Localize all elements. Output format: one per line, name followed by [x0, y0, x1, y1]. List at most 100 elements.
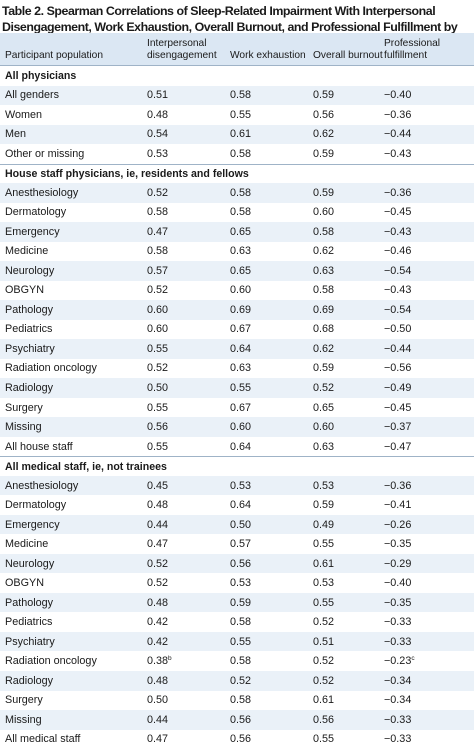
work-exhaustion-value-cell: 0.60	[230, 284, 251, 296]
section-row: House staff physicians, ie, residents an…	[0, 163, 474, 184]
professional-fulfillment-value-cell: −0.45	[384, 206, 411, 218]
table-row: Psychiatry 0.55 0.64 0.62 −0.44	[0, 339, 474, 359]
row-label: Missing	[5, 713, 42, 726]
table-row: All medical staff 0.47 0.56 0.55 −0.33	[0, 730, 474, 749]
overall-burnout-value-cell: 0.61	[313, 694, 334, 706]
column-header-participant-population: Participant population	[5, 50, 103, 61]
work-exhaustion-value: 0.52	[230, 674, 252, 687]
work-exhaustion-value: 0.53	[230, 577, 252, 590]
interpersonal-disengagement-value: 0.47	[147, 733, 169, 746]
interpersonal-disengagement-value: 0.58	[147, 245, 169, 258]
professional-fulfillment-value: −0.33	[384, 635, 412, 648]
professional-fulfillment-value: −0.41	[384, 499, 412, 512]
professional-fulfillment-value-cell: −0.26	[384, 519, 411, 531]
interpersonal-disengagement-value-cell: 0.52	[147, 558, 168, 570]
work-exhaustion-value-cell: 0.58	[230, 616, 251, 628]
professional-fulfillment-value-cell: −0.34	[384, 694, 411, 706]
work-exhaustion-value-cell: 0.50	[230, 519, 251, 531]
work-exhaustion-value-cell: 0.58	[230, 655, 251, 667]
overall-burnout-value-cell: 0.53	[313, 577, 334, 589]
column-header-interpersonal-disengagement: Interpersonal disengagement	[147, 38, 217, 61]
interpersonal-disengagement-value-cell: 0.47	[147, 538, 168, 550]
row-label: Other or missing	[5, 147, 85, 160]
professional-fulfillment-value-cell: −0.50	[384, 323, 411, 335]
interpersonal-disengagement-value-cell: 0.44	[147, 714, 168, 726]
section-label: All physicians	[5, 69, 77, 82]
table-row: Anesthesiology 0.45 0.53 0.53 −0.36	[0, 475, 474, 496]
overall-burnout-value: 0.52	[313, 382, 335, 394]
overall-burnout-value-cell: 0.62	[313, 343, 334, 355]
professional-fulfillment-value: −0.36	[384, 186, 412, 199]
row-label: Surgery	[5, 401, 43, 414]
overall-burnout-value: 0.59	[313, 499, 335, 512]
work-exhaustion-value: 0.58	[230, 89, 252, 102]
work-exhaustion-value: 0.55	[230, 108, 252, 121]
table-row: Medicine 0.58 0.63 0.62 −0.46	[0, 242, 474, 262]
table-row: All genders 0.51 0.58 0.59 −0.40	[0, 85, 474, 106]
column-header-overall-burnout: Overall burnout	[313, 50, 383, 61]
professional-fulfillment-value-cell: −0.45	[384, 402, 411, 414]
interpersonal-disengagement-value: 0.52	[147, 557, 169, 570]
work-exhaustion-value-cell: 0.64	[230, 343, 251, 355]
overall-burnout-value: 0.62	[313, 342, 335, 355]
interpersonal-disengagement-value: 0.47	[147, 538, 169, 551]
interpersonal-disengagement-value-cell: 0.58	[147, 206, 168, 218]
table-row: Surgery 0.50 0.58 0.61 −0.34	[0, 691, 474, 711]
row-label: Radiation oncology	[5, 362, 97, 375]
interpersonal-disengagement-value-cell: 0.52	[147, 362, 168, 374]
overall-burnout-value: 0.51	[313, 635, 335, 648]
table-row: Men 0.54 0.61 0.62 −0.44	[0, 124, 474, 145]
work-exhaustion-value-cell: 0.52	[230, 675, 251, 687]
professional-fulfillment-value-cell: −0.43	[384, 284, 411, 296]
row-label: Anesthesiology	[5, 186, 79, 199]
overall-burnout-value-cell: 0.68	[313, 323, 334, 335]
overall-burnout-value: 0.59	[313, 362, 335, 375]
overall-burnout-value: 0.59	[313, 89, 335, 102]
row-label: Pathology	[5, 596, 54, 609]
interpersonal-disengagement-value-cell: 0.44	[147, 519, 168, 531]
column-header-professional-fulfillment: Professional fulfillment	[384, 38, 441, 61]
professional-fulfillment-value: −0.33	[384, 733, 412, 746]
overall-burnout-value-cell: 0.60	[313, 206, 334, 218]
table-row: Dermatology 0.58 0.58 0.60 −0.45	[0, 203, 474, 223]
work-exhaustion-value-cell: 0.64	[230, 441, 251, 453]
work-exhaustion-value: 0.56	[230, 713, 252, 726]
overall-burnout-value: 0.63	[313, 264, 335, 277]
professional-fulfillment-value: −0.43	[384, 147, 412, 160]
table-row: Emergency 0.44 0.50 0.49 −0.26	[0, 514, 474, 535]
work-exhaustion-value-cell: 0.59	[230, 597, 251, 609]
table-row: Pathology 0.48 0.59 0.55 −0.35	[0, 592, 474, 613]
overall-burnout-value-cell: 0.62	[313, 245, 334, 257]
row-label: Anesthesiology	[5, 479, 79, 492]
overall-burnout-value-cell: 0.62	[313, 128, 334, 140]
professional-fulfillment-value-cell: −0.35	[384, 538, 411, 550]
row-label: Pediatrics	[5, 616, 53, 629]
work-exhaustion-value: 0.53	[230, 479, 252, 492]
footnote-marker: b	[168, 655, 172, 663]
interpersonal-disengagement-value: 0.57	[147, 264, 169, 277]
professional-fulfillment-value-cell: −0.33	[384, 733, 411, 745]
work-exhaustion-value-cell: 0.55	[230, 109, 251, 121]
overall-burnout-value-cell: 0.58	[313, 226, 334, 238]
overall-burnout-value-cell: 0.51	[313, 636, 334, 648]
professional-fulfillment-value: −0.46	[384, 245, 412, 258]
overall-burnout-value-cell: 0.58	[313, 284, 334, 296]
overall-burnout-value: 0.60	[313, 206, 335, 219]
table-page: Table 2. Spearman Correlations of Sleep-…	[0, 4, 474, 745]
table-row: Emergency 0.47 0.65 0.58 −0.43	[0, 222, 474, 242]
work-exhaustion-value: 0.58	[230, 186, 252, 199]
work-exhaustion-value-cell: 0.58	[230, 187, 251, 199]
professional-fulfillment-value: −0.34	[384, 674, 412, 687]
work-exhaustion-value: 0.64	[230, 342, 252, 355]
row-label: Surgery	[5, 694, 43, 707]
professional-fulfillment-value-cell: −0.43	[384, 148, 411, 160]
table-row: All house staff 0.55 0.64 0.63 −0.47	[0, 437, 474, 457]
professional-fulfillment-value-cell: −0.40	[384, 89, 411, 101]
table-row: Radiology 0.50 0.55 0.52 −0.49	[0, 378, 474, 398]
interpersonal-disengagement-value: 0.54	[147, 128, 169, 141]
professional-fulfillment-value: −0.45	[384, 401, 412, 414]
work-exhaustion-value-cell: 0.58	[230, 89, 251, 101]
interpersonal-disengagement-value: 0.55	[147, 440, 169, 453]
interpersonal-disengagement-value: 0.55	[147, 401, 169, 414]
row-label: Women	[5, 108, 43, 121]
